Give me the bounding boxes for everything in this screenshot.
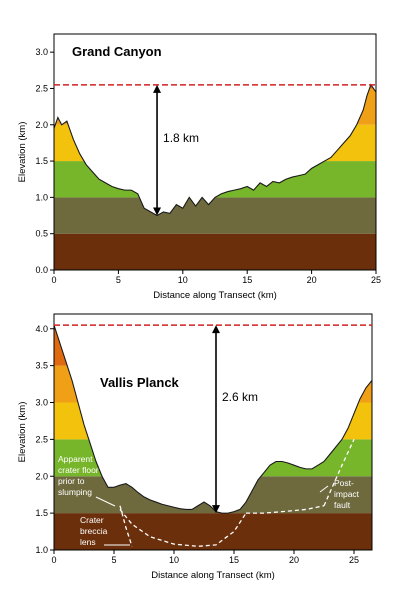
plot-frame (53, 313, 373, 551)
y-tick-label: 1.5 (35, 508, 48, 518)
depth-arrow-head-up (212, 325, 220, 334)
x-tick-label: 10 (169, 555, 179, 565)
x-tick-label: 20 (307, 275, 317, 285)
y-tick-label: 3.0 (35, 47, 48, 57)
panel-grand-canyon: 0.00.51.01.52.02.53.0 0 5 10 15 20 25 1.8 km … (17, 33, 381, 301)
x-tick-label: 25 (371, 275, 381, 285)
y-tick-label: 4.0 (35, 324, 48, 334)
x-tick-label: 25 (349, 555, 359, 565)
elevation-band-0 (54, 513, 372, 550)
annotation-apparent-floor: Apparent crater floor prior to slumping (58, 454, 101, 497)
y-tick-label: 2.5 (35, 434, 48, 444)
y-tick-label: 2.0 (35, 120, 48, 130)
dashed-post-impact-fault (323, 439, 355, 507)
depth-arrow-head-up (153, 84, 162, 93)
annotation-breccia-lens: Crater breccia lens (80, 515, 110, 547)
depth-arrow-head-down (153, 207, 162, 216)
y-tick-label: 1.0 (35, 545, 48, 555)
x-axis-label: Distance along Transect (km) (153, 290, 277, 301)
terrain-profile-line (54, 83, 376, 217)
panel-vallis-planck: 1.01.52.02.53.03.54.0 0 5 10 15 20 25 2.6 km … (17, 313, 373, 581)
chart-title: Vallis Planck (100, 375, 180, 390)
y-tick-label: 0.0 (35, 265, 48, 275)
sky-mask (54, 314, 372, 514)
y-tick-label: 2.0 (35, 471, 48, 481)
plot-frame (53, 33, 377, 271)
y-tick-label: 2.5 (35, 83, 48, 93)
terrain-profile-line (54, 324, 372, 514)
chart-title: Grand Canyon (72, 44, 162, 59)
x-axis-label: Distance along Transect (km) (151, 570, 275, 581)
y-tick-label: 3.5 (35, 361, 48, 371)
y-axis-label: Elevation (km) (17, 402, 28, 463)
x-tick-label: 0 (51, 555, 56, 565)
x-tick-label: 5 (111, 555, 116, 565)
elevation-band-1 (54, 197, 376, 234)
x-tick-label: 5 (116, 275, 121, 285)
dashed-left-wall (119, 505, 133, 547)
y-axis-label: Elevation (km) (17, 122, 28, 183)
y-tick-label: 0.5 (35, 229, 48, 239)
annotation-pointer-fault (319, 485, 329, 493)
x-tick-label: 15 (229, 555, 239, 565)
annotation-fault: Post- impact fault (334, 478, 361, 510)
dashed-floor-level (246, 505, 325, 514)
x-tick-label: 0 (51, 275, 56, 285)
sky-mask (54, 34, 376, 216)
x-tick-label: 20 (289, 555, 299, 565)
depth-label: 2.6 km (222, 390, 258, 404)
annotation-pointer-floor (95, 496, 116, 507)
dashed-apparent-floor (119, 509, 247, 547)
elevation-band-0 (54, 233, 376, 270)
x-tick-label: 10 (178, 275, 188, 285)
depth-arrow-head-down (212, 505, 220, 514)
y-tick-label: 1.5 (35, 156, 48, 166)
x-tick-label: 15 (242, 275, 252, 285)
y-tick-label: 3.0 (35, 398, 48, 408)
depth-label: 1.8 km (163, 131, 199, 145)
y-tick-label: 1.0 (35, 192, 48, 202)
